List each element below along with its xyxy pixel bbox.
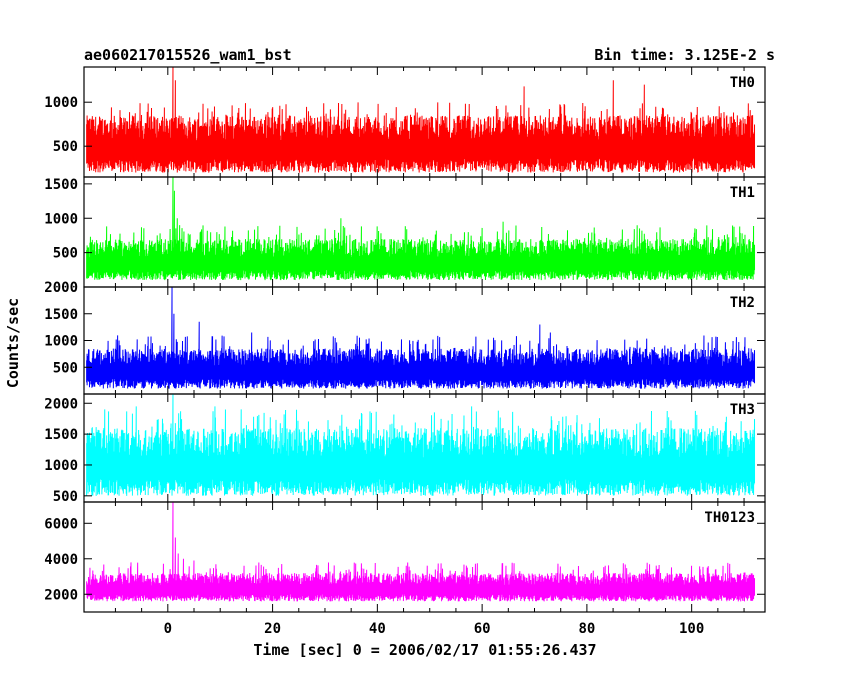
y-tick-label: 500 bbox=[53, 360, 78, 376]
y-tick-label: 1000 bbox=[44, 458, 78, 474]
x-axis-label: Time [sec] 0 = 2006/02/17 01:55:26.437 bbox=[253, 641, 596, 659]
panel-label-th2: TH2 bbox=[730, 295, 755, 311]
panel-th2: 500 1000 1500 2000 TH2 bbox=[44, 280, 766, 395]
panel-th1: 500 1000 1500 TH1 bbox=[44, 176, 766, 288]
y-tick-label: 1500 bbox=[44, 307, 78, 323]
chart-title: ae060217015526_wam1_bst bbox=[84, 46, 292, 64]
chart-subtitle: Bin time: 3.125E-2 s bbox=[594, 46, 775, 64]
series-th0123 bbox=[86, 501, 756, 602]
x-tick-label: 0 bbox=[164, 621, 172, 637]
panel-label-th0123: TH0123 bbox=[704, 510, 755, 526]
panels-group: 5001000TH050010001500TH1500100015002000T… bbox=[44, 66, 766, 637]
y-tick-label: 4000 bbox=[44, 552, 78, 568]
x-tick-label: 60 bbox=[474, 621, 491, 637]
panel-label-th0: TH0 bbox=[730, 75, 755, 91]
panel-frame bbox=[83, 501, 766, 613]
series-th0 bbox=[86, 66, 756, 173]
series-th1 bbox=[86, 176, 756, 281]
y-tick-label: 500 bbox=[53, 246, 78, 262]
y-tick-label: 1000 bbox=[44, 334, 78, 350]
panel-label-th1: TH1 bbox=[730, 185, 755, 201]
y-tick-label: 2000 bbox=[44, 280, 78, 296]
panel-th0: 500 1000 TH0 bbox=[44, 66, 766, 178]
panel-label-th3: TH3 bbox=[730, 402, 755, 418]
panel-th3: 500 1000 1500 2000 TH3 bbox=[44, 393, 766, 505]
x-tick-label: 20 bbox=[264, 621, 281, 637]
y-tick-label: 1500 bbox=[44, 177, 78, 193]
series-th2 bbox=[86, 286, 756, 389]
x-tick-label: 100 bbox=[679, 621, 704, 637]
x-tick-label: 80 bbox=[578, 621, 595, 637]
y-tick-label: 500 bbox=[53, 489, 78, 505]
y-tick-label: 2000 bbox=[44, 587, 78, 603]
y-tick-label: 1000 bbox=[44, 95, 78, 111]
y-tick-label: 6000 bbox=[44, 516, 78, 532]
y-tick-label: 1000 bbox=[44, 211, 78, 227]
x-tick-label: 40 bbox=[369, 621, 386, 637]
series-th3 bbox=[86, 393, 756, 496]
y-tick-label: 2000 bbox=[44, 396, 78, 412]
y-tick-label: 1500 bbox=[44, 427, 78, 443]
y-axis-label: Counts/sec bbox=[4, 298, 22, 388]
panel-th0123: 2000 4000 6000 TH0123 bbox=[44, 501, 766, 613]
y-tick-label: 500 bbox=[53, 139, 78, 155]
